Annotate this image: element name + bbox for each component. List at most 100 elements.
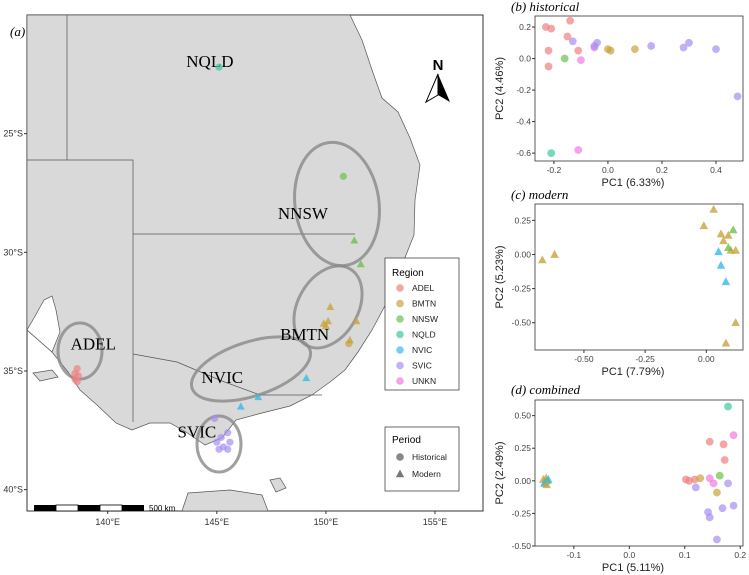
legend-swatch-nqld — [396, 330, 404, 339]
map-point-svic — [224, 429, 232, 437]
map-point-nnsw — [356, 259, 365, 268]
pca-point-nnsw — [715, 471, 724, 480]
map-point-svic — [215, 445, 223, 453]
x-tick-label: 0.1 — [679, 550, 691, 560]
north-arrow-label: N — [433, 57, 444, 74]
pca-point-bmtn — [709, 204, 718, 213]
y-tick-label: 0.25 — [514, 443, 531, 453]
plot-frame — [534, 399, 744, 547]
pca-modern-panel: (c) modern -0.50 -0.25 0.00 0.25 0.00 -0.25 -0… — [494, 187, 744, 378]
pca-point-nnsw — [728, 225, 738, 234]
pca-point-bmtn — [719, 236, 728, 245]
y-tick-label: 0.25 — [514, 215, 531, 225]
legend-region-items: ADEL BMTN NNSW NQLD NVIC SVIC UNKN — [396, 283, 438, 386]
y-tick-label: -0.25 — [512, 284, 532, 294]
y-tick-label: -0.50 — [512, 541, 532, 551]
pca-point-nvic — [544, 474, 553, 483]
x-tick-label: -0.25 — [635, 354, 655, 364]
plot-frame — [534, 203, 744, 351]
pca-historical-panel: (b) historical -0.2 0.0 0.2 0.4 0.2 0.0 -0.2 -0… — [494, 0, 744, 189]
map-region-label-nnsw: NNSW — [278, 204, 329, 223]
kangaroo-island — [32, 369, 59, 382]
map-panel-label: (a) — [10, 24, 25, 39]
pca-point-adel — [720, 456, 729, 464]
x-tick-label: 0.2 — [656, 165, 668, 175]
legend-swatch-adel — [396, 284, 404, 292]
scale-seg-3 — [78, 505, 100, 511]
map-point-nvic — [254, 392, 263, 401]
pca-point-bmtn — [550, 249, 559, 258]
map-point-svic — [226, 438, 234, 446]
legend-period-title: Period — [392, 435, 421, 446]
map-point-svic — [213, 438, 221, 446]
map-point-nqld — [215, 63, 223, 71]
pca-point-bmtn — [716, 229, 726, 238]
map-panel: (a) 140°E 145°E 150°E 155°E 25°S 30°S 35°S 40°S… — [3, 14, 484, 527]
pca-point-adel — [719, 440, 728, 449]
pca-point-unkn — [729, 431, 738, 440]
legend-region-title: Region — [392, 268, 424, 279]
legend-period-swatch-modern — [395, 469, 405, 478]
y-tick-label: -0.6 — [516, 148, 531, 158]
pca-combined-panel: (d) combined -0.1 0.0 0.1 0.2 0.50 0.25 0.00 -0… — [494, 382, 746, 574]
north-arrow: N — [424, 57, 450, 104]
x-tick-label: -0.50 — [574, 354, 594, 364]
map-point-nvic — [302, 373, 311, 382]
map-point-svic — [217, 433, 225, 442]
legend-region-item: NQLD — [412, 330, 436, 340]
map-point-nnsw — [339, 172, 347, 180]
y-tick-label: 0.00 — [514, 249, 531, 259]
y-axis-label: PC2 (2.49%) — [494, 442, 506, 505]
pca-point-unkn — [709, 479, 718, 488]
legend-period-item: Historical — [412, 452, 447, 462]
map-points — [71, 63, 365, 453]
x-tick-label: -0.1 — [566, 550, 581, 560]
pca-point-adel — [544, 46, 553, 55]
pca-point-adel — [563, 32, 572, 41]
pca-point-svic — [685, 38, 693, 47]
pca-point-nqld — [724, 402, 732, 411]
adel-ellipse — [56, 321, 104, 381]
map-region-label-svic: SVIC — [178, 422, 217, 441]
map-axes: 140°E 145°E 150°E 155°E 25°S 30°S 35°S 40°S — [3, 129, 447, 527]
legend-swatch-svic — [396, 361, 404, 370]
scale-bar-label: 500 km — [149, 504, 176, 513]
map-point-adel — [73, 378, 81, 386]
legend-region-item: BMTN — [412, 299, 436, 309]
y-tick-label: 0.00 — [514, 476, 531, 486]
scale-seg-4 — [99, 504, 123, 512]
state-borders — [27, 15, 355, 422]
pca-point-nvic — [721, 277, 731, 286]
legend-period-item: Modern — [412, 469, 441, 479]
pca-point-nvic — [714, 247, 723, 256]
pca-point-svic — [718, 504, 727, 513]
scale-seg-1 — [34, 505, 56, 511]
x-tick-label: 0.0 — [602, 165, 614, 175]
pca-point-nqld — [547, 149, 556, 158]
flinders-island — [269, 477, 287, 493]
pca-point-svic — [568, 37, 577, 46]
map-region-label-adel: ADEL — [71, 335, 116, 354]
gulf-coast-detail — [27, 295, 61, 353]
x-tick-label: 0.0 — [623, 550, 635, 560]
scale-seg-5 — [122, 505, 144, 511]
legend-period-items: Historical Modern — [395, 452, 447, 479]
pca-point-bmtn — [631, 45, 639, 53]
legend-swatch-nvic — [396, 346, 404, 354]
pca-point-bmtn — [542, 480, 551, 489]
legend-region-item: NNSW — [412, 314, 438, 324]
pca-point-svic — [705, 513, 714, 522]
y-tick-label: 0.50 — [514, 411, 531, 421]
map-y-tick-label: 35°S — [3, 366, 23, 376]
legend-swatch-unkn — [396, 377, 404, 385]
map-x-tick-label: 155°E — [423, 517, 448, 527]
y-tick-label: 0.0 — [519, 54, 531, 64]
map-point-bmtn — [319, 319, 328, 327]
x-tick-label: 0.2 — [734, 550, 746, 560]
pca-point-svic — [712, 45, 720, 53]
panel-c-label: (c) modern — [511, 187, 568, 202]
pca-point-adel — [547, 24, 556, 33]
pca-point-svic — [713, 535, 721, 544]
pca-point-svic — [691, 483, 700, 492]
